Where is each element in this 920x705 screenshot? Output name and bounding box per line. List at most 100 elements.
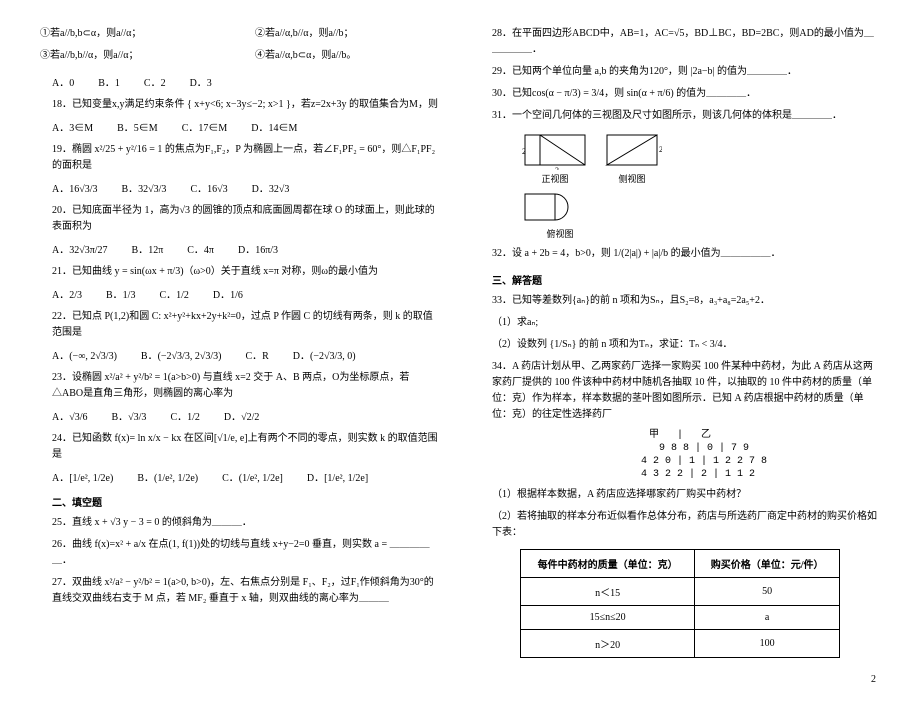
q18-options: A．3∈M B．5∈M C．17∈M D．14∈M	[52, 119, 440, 134]
section-solve: 三、解答题	[480, 272, 880, 287]
stemleaf-row: 4 2 0 | 1 | 1 2 2 7 8	[593, 456, 767, 467]
opt: D．(−2√3/3, 0)	[293, 347, 356, 362]
opt: C．(1/e², 1/2e]	[222, 469, 283, 484]
td: n＜15	[521, 578, 695, 606]
page-number: 2	[40, 674, 880, 685]
opt: A．0	[52, 74, 74, 89]
table-row: 每件中药材的质量（单位：克） 购买价格（单位：元/件）	[521, 550, 840, 578]
opt: D．32√3	[252, 180, 290, 195]
opt: D．14∈M	[251, 119, 297, 134]
td: n＞20	[521, 630, 695, 658]
opt: C．1/2	[159, 286, 188, 301]
side-view-icon: 2	[602, 130, 662, 170]
q25: 25．直线 x + √3 y − 3 = 0 的倾斜角为＿＿＿．	[40, 515, 440, 531]
top-view-icon	[520, 189, 600, 225]
front-view: 2 3 正视图	[520, 130, 590, 185]
stemleaf-head: 甲 | 乙	[649, 430, 711, 441]
q19-options: A．16√3/3 B．32√3/3 C．16√3 D．32√3	[52, 180, 440, 195]
q33b: （1）求aₙ;	[480, 315, 880, 331]
q23: 23．设椭圆 x²/a² + y²/b² = 1(a>b>0) 与直线 x=2 …	[40, 370, 440, 402]
opt: B．(−2√3/3, 2√3/3)	[141, 347, 222, 362]
stmt-1: ①若a//b,b⊂α，则a//α；	[40, 26, 225, 42]
q26: 26．曲线 f(x)=x² + a/x 在点(1, f(1))处的切线与直线 x…	[40, 537, 440, 569]
q28: 28．在平面四边形ABCD中，AB=1，AC=√5，BD⊥BC，BD=2BC，则…	[480, 26, 880, 58]
opt: B．32√3/3	[122, 180, 167, 195]
th: 购买价格（单位：元/件）	[695, 550, 840, 578]
page: ①若a//b,b⊂α，则a//α； ③若a//b,b//α，则a//α； ②若a…	[40, 20, 880, 666]
side-label: 侧视图	[602, 172, 662, 185]
stem-leaf: 甲 | 乙 9 8 8 | 0 | 7 9 4 2 0 | 1 | 1 2 2 …	[480, 429, 880, 481]
q20: 20．已知底面半径为 1，高为√3 的圆锥的顶点和底面圆周都在球 O 的球面上，…	[40, 203, 440, 235]
left-column: ①若a//b,b⊂α，则a//α； ③若a//b,b//α，则a//α； ②若a…	[40, 20, 440, 666]
opt: C．2	[144, 74, 166, 89]
side-view: 2 侧视图	[602, 130, 662, 185]
table-row: 15≤n≤20 a	[521, 606, 840, 630]
stemleaf-row: 4 3 2 2 | 2 | 1 1 2	[605, 469, 755, 480]
front-view-icon: 2 3	[520, 130, 590, 170]
q31: 31．一个空间几何体的三视图及尺寸如图所示，则该几何体的体积是＿＿＿＿．	[480, 108, 880, 124]
opt: D．3	[190, 74, 212, 89]
q21: 21．已知曲线 y = sin(ωx + π/3)（ω>0）关于直线 x=π 对…	[40, 264, 440, 280]
svg-text:2: 2	[659, 145, 662, 154]
opt: B．12π	[132, 241, 164, 256]
top-view: 俯视图	[520, 189, 600, 240]
td: a	[695, 606, 840, 630]
opt: C．4π	[187, 241, 214, 256]
opt: A．√3/6	[52, 408, 88, 423]
opt: B．1	[98, 74, 120, 89]
q34c: （2）若将抽取的样本分布近似看作总体分布，药店与所选药厂商定中药材的购买价格如下…	[480, 509, 880, 541]
td: 50	[695, 578, 840, 606]
th: 每件中药材的质量（单位：克）	[521, 550, 695, 578]
stmt-2: ②若a//α,b//α，则a//b；	[255, 26, 440, 42]
opt: D．1/6	[213, 286, 243, 301]
opt: D．√2/2	[224, 408, 260, 423]
opt: D．[1/e², 1/2e]	[307, 469, 368, 484]
q34b: （1）根据样本数据，A 药店应选择哪家药厂购买中药材？	[480, 487, 880, 503]
q33a: 33．已知等差数列{aₙ}的前 n 项和为Sₙ，且S₂=8，a₃+a₈=2a₅+…	[480, 293, 880, 309]
svg-text:2: 2	[522, 147, 526, 156]
opt: A．2/3	[52, 286, 82, 301]
opt: D．16π/3	[238, 241, 278, 256]
q20-options: A．32√3π/27 B．12π C．4π D．16π/3	[52, 241, 440, 256]
right-column: 28．在平面四边形ABCD中，AB=1，AC=√5，BD⊥BC，BD=2BC，则…	[480, 20, 880, 666]
front-label: 正视图	[520, 172, 590, 185]
top-view-row: 俯视图	[520, 189, 880, 240]
opt: B．5∈M	[117, 119, 158, 134]
q22: 22．已知点 P(1,2)和圆 C: x²+y²+kx+2y+k²=0，过点 P…	[40, 309, 440, 341]
opt: B．(1/e², 1/2e)	[137, 469, 198, 484]
q23-options: A．√3/6 B．√3/3 C．1/2 D．√2/2	[52, 408, 440, 423]
price-table: 每件中药材的质量（单位：克） 购买价格（单位：元/件） n＜15 50 15≤n…	[520, 549, 840, 658]
opt: C．1/2	[170, 408, 199, 423]
stmt-3: ③若a//b,b//α，则a//α；	[40, 48, 225, 64]
q32: 32．设 a + 2b = 4，b>0，则 1/(2|a|) + |a|/b 的…	[480, 246, 880, 262]
q29: 29．已知两个单位向量 a,b 的夹角为120°，则 |2a−b| 的值为＿＿＿…	[480, 64, 880, 80]
q33c: （2）设数列 {1/Sₙ} 的前 n 项和为Tₙ，求证：Tₙ < 3/4．	[480, 337, 880, 353]
q30: 30．已知cos(α − π/3) = 3/4，则 sin(α + π/6) 的…	[480, 86, 880, 102]
opt: A．(−∞, 2√3/3)	[52, 347, 117, 362]
opt: C．17∈M	[182, 119, 228, 134]
opt: B．√3/3	[112, 408, 147, 423]
td: 15≤n≤20	[521, 606, 695, 630]
q27: 27．双曲线 x²/a² − y²/b² = 1(a>0, b>0)，左、右焦点…	[40, 575, 440, 607]
q34a: 34．A 药店计划从甲、乙两家药厂选择一家购买 100 件某种中药材，为此 A …	[480, 359, 880, 423]
table-row: n＜15 50	[521, 578, 840, 606]
opt: A．3∈M	[52, 119, 93, 134]
prelim-statements: ①若a//b,b⊂α，则a//α； ③若a//b,b//α，则a//α； ②若a…	[40, 20, 440, 70]
stemleaf-row: 9 8 8 | 0 | 7 9	[611, 443, 749, 454]
opt: C．16√3	[190, 180, 227, 195]
table-row: n＞20 100	[521, 630, 840, 658]
opt: A．32√3π/27	[52, 241, 108, 256]
three-views: 2 3 正视图 2 侧视图	[520, 130, 880, 185]
stmt-4: ④若a//α,b⊂α，则a//b。	[255, 48, 440, 64]
pre-options: A．0 B．1 C．2 D．3	[52, 74, 440, 89]
q24: 24．已知函数 f(x)= ln x/x − kx 在区间[√1/e, e]上有…	[40, 431, 440, 463]
q19: 19．椭圆 x²/25 + y²/16 = 1 的焦点为F₁,F₂，P 为椭圆上…	[40, 142, 440, 174]
q18: 18．已知变量x,y满足约束条件 { x+y<6; x−3y≤−2; x>1 }…	[40, 97, 440, 113]
td: 100	[695, 630, 840, 658]
q21-options: A．2/3 B．1/3 C．1/2 D．1/6	[52, 286, 440, 301]
opt: A．[1/e², 1/2e)	[52, 469, 113, 484]
opt: B．1/3	[106, 286, 135, 301]
opt: A．16√3/3	[52, 180, 98, 195]
svg-text:3: 3	[555, 166, 559, 170]
opt: C．R	[245, 347, 268, 362]
